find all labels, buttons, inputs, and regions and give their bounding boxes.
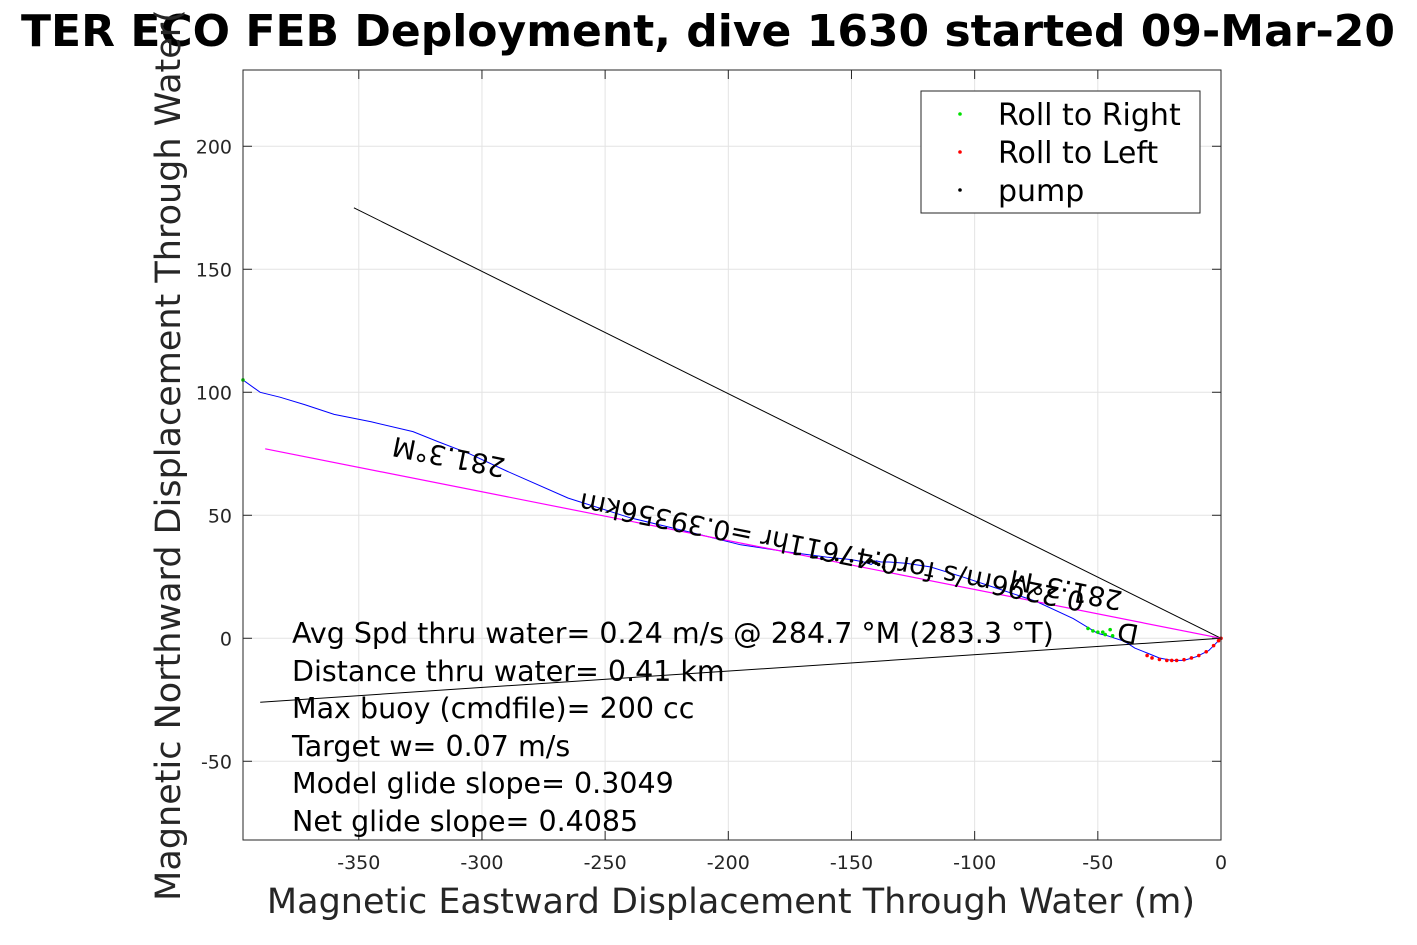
x-tick-label: -350: [337, 852, 380, 874]
net-track-line: [265, 448, 1222, 639]
marker-roll-to-left: [1189, 656, 1194, 660]
plot-area: [241, 207, 1223, 703]
y-tick-label: 0: [220, 628, 232, 650]
tick-marks: [243, 70, 1222, 840]
y-axis-label: Magnetic Northward Displacement Through …: [149, 9, 189, 901]
marker-roll-to-left: [1157, 657, 1162, 662]
x-tick-label: -250: [584, 852, 627, 874]
legend-marker-roll-left: [958, 150, 962, 154]
x-tick-label: -150: [830, 852, 873, 874]
x-tick-label: -300: [460, 852, 503, 874]
y-tick-label: -50: [201, 751, 232, 773]
legend-label-pump: pump: [998, 174, 1084, 209]
x-axis-label: Magnetic Eastward Displacement Through W…: [267, 882, 1195, 922]
marker-pump: [820, 556, 824, 561]
marker-pump: [881, 565, 886, 569]
marker-roll-to-left: [1211, 643, 1216, 648]
legend-marker-roll-right: [958, 112, 962, 116]
marker-roll-to-left: [1150, 656, 1154, 660]
x-tick-label: -50: [1082, 852, 1113, 874]
marker-roll-to-right: [1096, 630, 1100, 634]
x-tick-label: 0: [1215, 852, 1227, 874]
marker-roll-to-right: [1108, 627, 1112, 632]
drift-line: [260, 637, 1222, 703]
heading-line: [353, 207, 1222, 639]
legend-box: [920, 90, 1201, 214]
stat-net-glide: Net glide slope= 0.4085: [292, 805, 638, 838]
legend-marker-pump: [958, 188, 962, 192]
marker-roll-to-left: [1145, 653, 1149, 658]
y-tick-label: 200: [196, 136, 232, 158]
stat-target-w: Target w= 0.07 m/s: [291, 730, 570, 763]
axes-box: [242, 69, 1222, 841]
marker-roll-to-left: [1174, 658, 1179, 663]
marker-roll-to-right: [1100, 630, 1105, 634]
stat-max-buoy: Max buoy (cmdfile)= 200 cc: [292, 692, 694, 725]
legend-label-roll-left: Roll to Left: [998, 136, 1158, 171]
stat-avg-speed: Avg Spd thru water= 0.24 m/s @ 284.7 °M …: [292, 617, 1054, 650]
marker-roll-to-left: [1165, 658, 1169, 663]
x-tick-label: -100: [953, 852, 996, 874]
y-tick-labels: -50 0 50 100 150 200: [196, 136, 232, 773]
legend-label-roll-right: Roll to Right: [998, 98, 1181, 133]
marker-pump: [866, 560, 871, 564]
marker-pump: [859, 560, 864, 564]
marker-roll-to-left: [1216, 638, 1221, 643]
track-line-blue: [242, 379, 1222, 661]
x-tick-label: -200: [707, 852, 750, 874]
marker-pump: [849, 558, 854, 563]
marker-roll-to-right: [1110, 634, 1115, 638]
marker-roll-to-right: [1086, 626, 1090, 631]
stat-model-glide: Model glide slope= 0.3049: [292, 767, 674, 800]
y-tick-label: 100: [196, 382, 232, 404]
x-tick-labels: -350 -300 -250 -200 -150 -100 -50 0: [337, 852, 1227, 874]
marker-roll-to-right: [1103, 632, 1108, 637]
chart-title: TER ECO FEB Deployment, dive 1630 starte…: [21, 6, 1395, 57]
marker-roll-to-left: [1204, 650, 1209, 654]
stats-block: Avg Spd thru water= 0.24 m/s @ 284.7 °M …: [291, 617, 1054, 838]
marker-roll-to-right: [1091, 629, 1095, 633]
y-tick-label: 150: [196, 259, 232, 281]
marker-roll-to-left: [1169, 658, 1174, 663]
marker-pump: [834, 557, 839, 562]
marker-roll-to-left: [1197, 653, 1201, 658]
legend: Roll to Right Roll to Left pump: [920, 90, 1201, 214]
marker-roll-to-left: [1182, 657, 1186, 662]
stat-distance: Distance thru water= 0.41 km: [292, 655, 725, 688]
y-tick-label: 50: [208, 505, 232, 527]
